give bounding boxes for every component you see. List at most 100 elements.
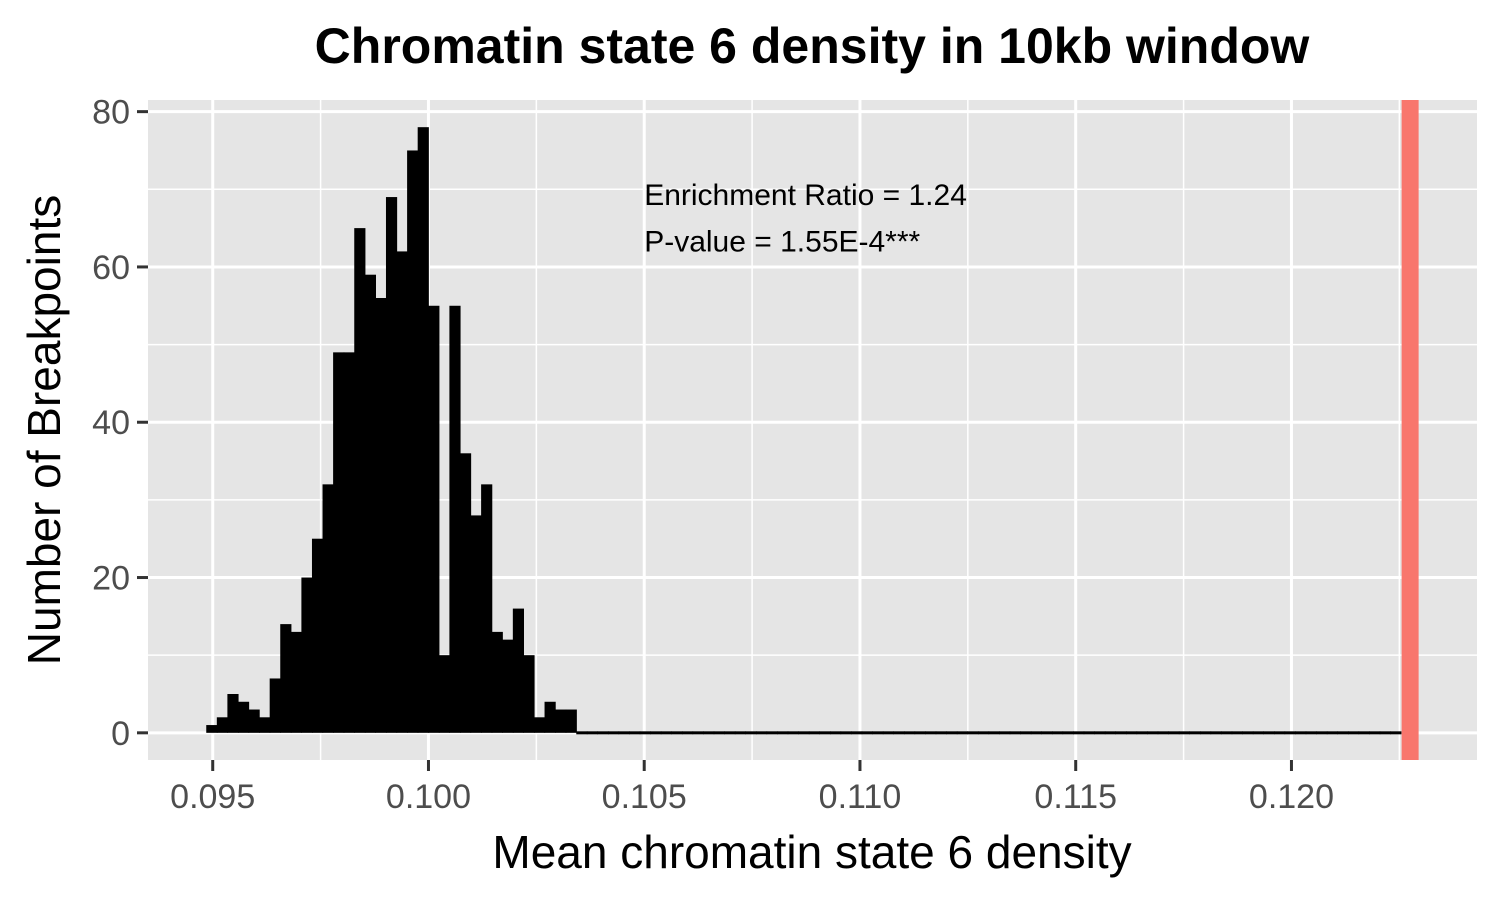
histogram-bar xyxy=(882,731,895,735)
histogram-bar xyxy=(1231,731,1243,735)
histogram-bar xyxy=(216,717,228,733)
histogram-bar xyxy=(967,731,979,735)
histogram-bar xyxy=(1284,731,1296,735)
histogram-bar xyxy=(512,608,524,733)
histogram-bar xyxy=(777,731,789,735)
histogram-bar xyxy=(1168,731,1180,735)
histogram-bar xyxy=(449,305,461,733)
chart-title: Chromatin state 6 density in 10kb window xyxy=(315,18,1310,74)
histogram-bar xyxy=(925,731,937,735)
histogram-bar xyxy=(935,731,947,735)
histogram-bar xyxy=(311,538,324,733)
histogram-bar xyxy=(872,731,884,735)
histogram-bar xyxy=(269,678,281,733)
histogram-bar xyxy=(544,701,556,733)
histogram-bar xyxy=(491,631,503,733)
histogram-bar xyxy=(1242,731,1254,735)
y-tick-label: 20 xyxy=(92,560,130,598)
histogram-bar xyxy=(565,709,577,733)
histogram-bar xyxy=(1189,731,1201,735)
histogram-bar xyxy=(1051,731,1064,735)
histogram-bar xyxy=(597,731,609,735)
annotation-text: P-value = 1.55E-4*** xyxy=(644,225,920,258)
histogram-bar xyxy=(1136,731,1148,735)
histogram-bar xyxy=(1369,731,1381,735)
histogram-bar xyxy=(1030,731,1043,735)
histogram-bar xyxy=(428,305,440,733)
histogram-bar xyxy=(745,731,757,735)
histogram-bar xyxy=(1390,731,1402,735)
histogram-bar xyxy=(470,515,482,733)
histogram-bar xyxy=(903,731,916,735)
histogram-bar xyxy=(1379,731,1391,735)
histogram-bar xyxy=(840,731,852,735)
histogram-bar xyxy=(248,709,260,733)
histogram-bar xyxy=(819,731,831,735)
histogram-bar xyxy=(629,731,641,735)
annotation-text: Enrichment Ratio = 1.24 xyxy=(644,179,967,212)
histogram-bar xyxy=(1358,731,1370,735)
histogram-bar xyxy=(607,731,620,735)
y-axis: 0 20 40 60 80 xyxy=(92,94,148,753)
x-axis-title: Mean chromatin state 6 density xyxy=(492,826,1131,878)
histogram-bar xyxy=(502,639,514,733)
histogram-bar xyxy=(576,731,588,735)
histogram-bar xyxy=(618,731,630,735)
histogram-bar xyxy=(999,731,1011,735)
histogram-bar xyxy=(1347,731,1360,735)
histogram-bar xyxy=(703,731,715,735)
y-tick-label: 0 xyxy=(111,715,130,753)
histogram-bar xyxy=(1337,731,1349,735)
histogram-bar xyxy=(1009,731,1021,735)
histogram-bar xyxy=(851,731,863,735)
histogram-bar xyxy=(354,228,366,733)
histogram-bar xyxy=(533,717,546,733)
histogram-bar xyxy=(829,731,842,735)
histogram-bar xyxy=(681,731,694,735)
histogram-bar xyxy=(290,631,302,733)
histogram-bar xyxy=(555,709,567,733)
histogram-bar xyxy=(671,731,683,735)
histogram-bar xyxy=(861,731,873,735)
histogram-bar xyxy=(692,731,704,735)
histogram-bar xyxy=(650,731,662,735)
x-tick-label: 0.095 xyxy=(170,778,255,816)
histogram-bar xyxy=(956,731,969,735)
histogram-bar xyxy=(1083,731,1095,735)
histogram-bar xyxy=(893,731,905,735)
histogram-bar xyxy=(407,150,419,733)
histogram-bar xyxy=(808,731,821,735)
histogram-bar xyxy=(1295,731,1307,735)
x-tick-label: 0.100 xyxy=(386,778,471,816)
histogram-bar xyxy=(1210,731,1222,735)
histogram-bar xyxy=(343,352,355,733)
histogram-bar xyxy=(396,251,408,733)
annotations: Enrichment Ratio = 1.24 P-value = 1.55E-4… xyxy=(644,179,967,259)
histogram-bar xyxy=(1221,731,1233,735)
histogram-bar xyxy=(1147,731,1159,735)
histogram-bar xyxy=(988,731,1000,735)
histogram-bar xyxy=(977,731,990,735)
histogram-bar xyxy=(1316,731,1328,735)
histogram-bar xyxy=(227,694,239,733)
histogram-bar xyxy=(259,717,271,733)
histogram-bar xyxy=(1041,731,1053,735)
histogram-bar xyxy=(660,731,673,735)
histogram-bar xyxy=(1073,731,1085,735)
histogram-bar xyxy=(280,624,292,733)
histogram-bar xyxy=(1252,731,1265,735)
histogram-bar xyxy=(724,731,736,735)
histogram-bar xyxy=(417,127,429,733)
histogram-bar xyxy=(1125,731,1138,735)
histogram-bar xyxy=(385,197,398,733)
y-tick-label: 60 xyxy=(92,249,130,287)
histogram-bar xyxy=(1273,731,1286,735)
histogram-bar xyxy=(206,725,218,733)
histogram-bar xyxy=(237,701,250,733)
histogram-bar xyxy=(914,731,926,735)
x-tick-label: 0.105 xyxy=(602,778,687,816)
histogram-bar xyxy=(481,484,493,733)
histogram-bar xyxy=(1305,731,1317,735)
histogram-bar xyxy=(734,731,747,735)
histogram-bar xyxy=(1178,731,1191,735)
